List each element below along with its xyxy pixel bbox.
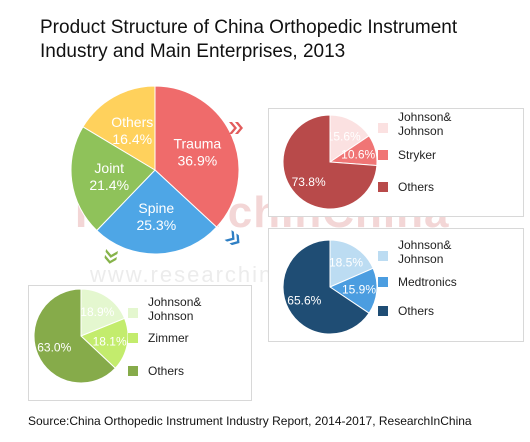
legend-label: Johnson& — [398, 110, 451, 124]
legend-swatch — [378, 277, 388, 287]
pie-slice — [80, 288, 126, 337]
legend-swatch — [378, 251, 388, 261]
legend-label: Johnson& — [148, 295, 201, 309]
legend-swatch — [128, 308, 138, 318]
slice-value-label: 21.4% — [89, 177, 129, 193]
slice-value-label: 15.9% — [342, 283, 376, 297]
pie-slice — [82, 85, 156, 171]
pie-slice — [80, 317, 129, 369]
pie-slice — [329, 239, 374, 288]
slice-value-label: 36.9% — [177, 153, 217, 169]
legend-swatch — [378, 150, 388, 160]
slice-value-label: 65.6% — [287, 294, 321, 308]
pie-slice — [328, 267, 378, 314]
legend-swatch — [128, 366, 138, 376]
slice-value-label: 18.9% — [80, 305, 114, 319]
pie-slice — [282, 114, 378, 210]
legend-label: Johnson& — [398, 238, 451, 252]
slice-name-label: Spine — [138, 200, 174, 216]
slice-value-label: 73.8% — [292, 175, 326, 189]
legend-swatch — [378, 182, 388, 192]
slice-value-label: 18.1% — [93, 334, 127, 348]
slice-value-label: 18.5% — [329, 256, 363, 270]
stryker-share-pie: 15.6% 10.6% 73.8% — [282, 114, 378, 210]
slice-value-label: 25.3% — [136, 217, 176, 233]
chevron-blue-icon — [224, 230, 240, 246]
chevron-green-icon — [104, 248, 118, 264]
pie-slice — [33, 288, 116, 384]
pie-slice — [96, 169, 218, 255]
legend-label: Others — [398, 304, 434, 318]
zimmer-share-pie: 18.9% 18.1% 63.0% — [33, 288, 129, 384]
legend-label: Medtronics — [398, 275, 457, 289]
legend-label: Johnson — [398, 124, 443, 138]
legend-label: Johnson — [148, 309, 193, 323]
slice-name-label: Trauma — [173, 136, 221, 152]
legend-label: Others — [148, 364, 184, 378]
chevron-red-icon — [229, 122, 243, 134]
slice-name-label: Others — [111, 114, 153, 130]
legend-swatch — [378, 306, 388, 316]
pie-slice — [154, 85, 240, 228]
legend-label: Others — [398, 180, 434, 194]
source-note: Source:China Orthopedic Instrument Indus… — [28, 414, 472, 428]
legend-label: Zimmer — [148, 331, 189, 345]
slice-value-label: 15.6% — [327, 129, 361, 143]
slice-value-label: 63.0% — [37, 341, 71, 355]
medtronics-share-pie: 18.5% 15.9% 65.6% — [282, 239, 378, 335]
slice-value-label: 10.6% — [341, 148, 375, 162]
chart-title: Product Structure of China Orthopedic In… — [40, 17, 458, 62]
legend-label: Stryker — [398, 148, 436, 162]
legend-swatch — [378, 123, 388, 133]
pie-slice — [282, 239, 370, 335]
legend-label: Johnson — [398, 252, 443, 266]
legend-swatch — [128, 333, 138, 343]
pie-slice — [329, 114, 370, 163]
slice-value-label: 16.4% — [112, 131, 152, 147]
slice-name-label: Joint — [94, 160, 124, 176]
pie-slice — [70, 126, 156, 232]
